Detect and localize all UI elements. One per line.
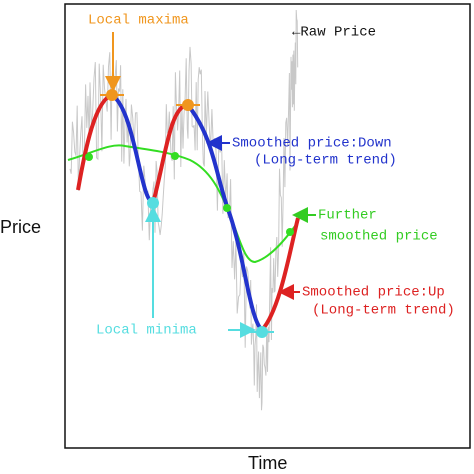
annotation: (Long-term trend) — [312, 303, 455, 319]
annotation: Smoothed price:Up — [302, 285, 445, 301]
annotation: (Long-term trend) — [254, 153, 397, 169]
further-smoothed-line — [67, 144, 299, 264]
x-axis-label: Time — [248, 453, 287, 473]
point — [223, 204, 231, 212]
annotation: Smoothed price:Down — [232, 136, 392, 152]
annotation: Local minima — [96, 323, 197, 339]
point — [85, 153, 93, 161]
min-point — [147, 197, 159, 209]
raw-price — [69, 9, 299, 411]
annotation: smoothed price — [320, 229, 438, 245]
green-points — [85, 152, 294, 236]
annotation: Local maxima — [88, 13, 189, 29]
annotation: Further — [318, 208, 377, 224]
point — [286, 228, 294, 236]
raw-price-line — [69, 9, 299, 411]
plot-frame — [64, 3, 471, 449]
y-axis-label: Price — [0, 217, 41, 237]
smoothed-up — [76, 93, 113, 191]
smoothed-up — [260, 217, 300, 332]
point — [171, 152, 179, 160]
annotation: ←Raw Price — [292, 25, 376, 41]
